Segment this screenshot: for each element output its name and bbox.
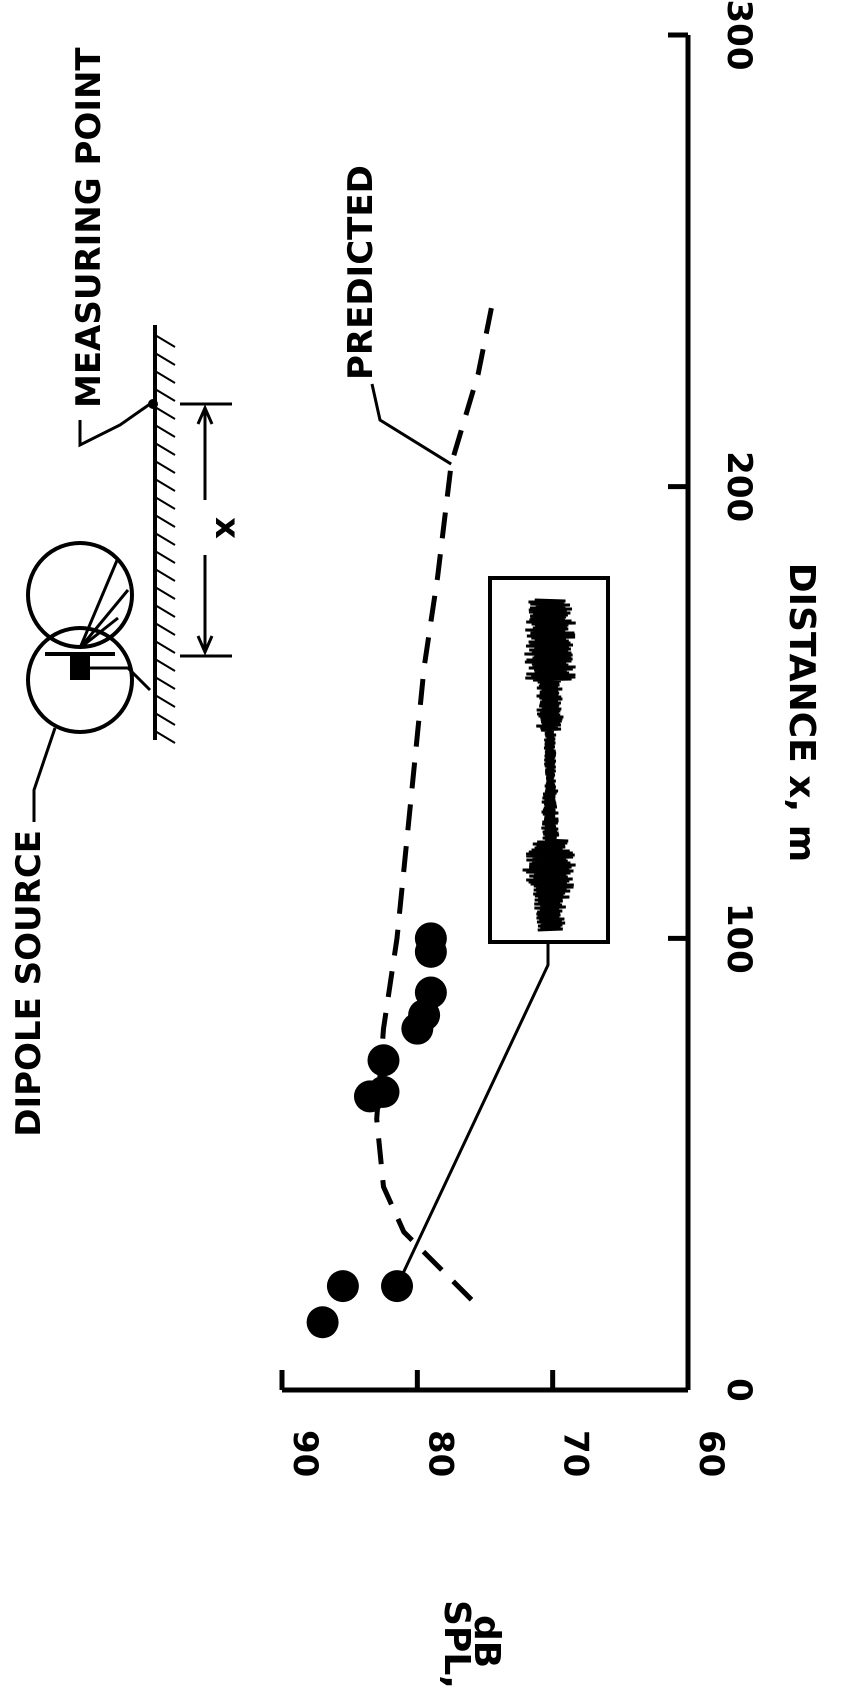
ground-hatch <box>154 334 176 348</box>
predicted-leader <box>370 383 452 466</box>
distance-axis-label: DISTANCE x, m <box>781 563 822 862</box>
chart-marks <box>306 305 522 1339</box>
ground-hatch <box>154 586 176 600</box>
predicted-label: PREDICTED <box>341 165 381 380</box>
waveform-trace <box>522 598 576 932</box>
ground-hatch <box>154 658 176 672</box>
data-point <box>414 976 447 1009</box>
ground-hatch <box>154 442 176 456</box>
ground-hatch <box>154 730 176 744</box>
measuring-leader <box>78 402 151 448</box>
data-point <box>367 1044 400 1077</box>
source-stand <box>90 666 152 692</box>
spl-tick-label: 80 <box>420 1430 460 1477</box>
ground-hatch <box>154 352 176 366</box>
data-point <box>326 1270 359 1303</box>
ground-hatch <box>154 604 176 618</box>
ground-hatch <box>154 694 176 708</box>
ground-hatch <box>154 514 176 528</box>
data-point <box>306 1306 339 1339</box>
spl-axis-label-line2: dB <box>466 1615 507 1668</box>
spl-tick-label: 60 <box>691 1430 731 1477</box>
lobe-arrow <box>78 557 120 649</box>
spl-tick-label: 90 <box>285 1430 325 1477</box>
ground-hatch <box>154 406 176 420</box>
dimension-arrowhead <box>196 404 214 425</box>
ground-hatch <box>154 496 176 510</box>
ground-hatch <box>154 424 176 438</box>
waveform-inset <box>395 576 610 1287</box>
dipole-leader <box>32 727 57 822</box>
distance-tick-label: 100 <box>719 903 759 974</box>
chart-labels: 0 100 200 300 60 70 80 90 DISTANCE x, m SPL,dB PRE… <box>9 0 822 1689</box>
ground-hatch <box>154 622 176 636</box>
spl-axis-label-line1: SPL, <box>436 1600 477 1689</box>
ground-hatch <box>154 712 176 726</box>
dipole-schematic <box>26 325 232 744</box>
ground-hatch <box>154 388 176 402</box>
ground-hatch <box>154 478 176 492</box>
measuring-point-marker <box>148 399 158 409</box>
dipole-source-label: DIPOLE SOURCE <box>9 830 49 1137</box>
distance-tick-label: 200 <box>719 451 759 522</box>
ground-hatch <box>154 676 176 690</box>
distance-symbol: x <box>207 517 247 539</box>
inset-leader <box>395 942 550 1287</box>
axes <box>279 32 691 1393</box>
ground-hatch <box>154 550 176 564</box>
ground-hatch <box>154 370 176 384</box>
measuring-point-label: MEASURING POINT <box>69 47 109 408</box>
data-point <box>414 922 447 955</box>
dipole-lobe <box>26 626 134 734</box>
ground-hatch <box>154 532 176 546</box>
source-block <box>70 655 90 680</box>
spl-tick-label: 70 <box>556 1430 596 1477</box>
ground-hatch <box>154 640 176 654</box>
ground-hatch <box>154 460 176 474</box>
lobe-arrow <box>79 616 119 650</box>
distance-tick-label: 0 <box>719 1378 759 1402</box>
ground-hatch <box>154 568 176 582</box>
dimension-arrowhead <box>196 635 214 656</box>
lobe-arrow <box>78 589 130 649</box>
data-point <box>367 1075 400 1108</box>
distance-tick-label: 300 <box>719 0 759 70</box>
predicted-curve <box>374 305 495 1302</box>
